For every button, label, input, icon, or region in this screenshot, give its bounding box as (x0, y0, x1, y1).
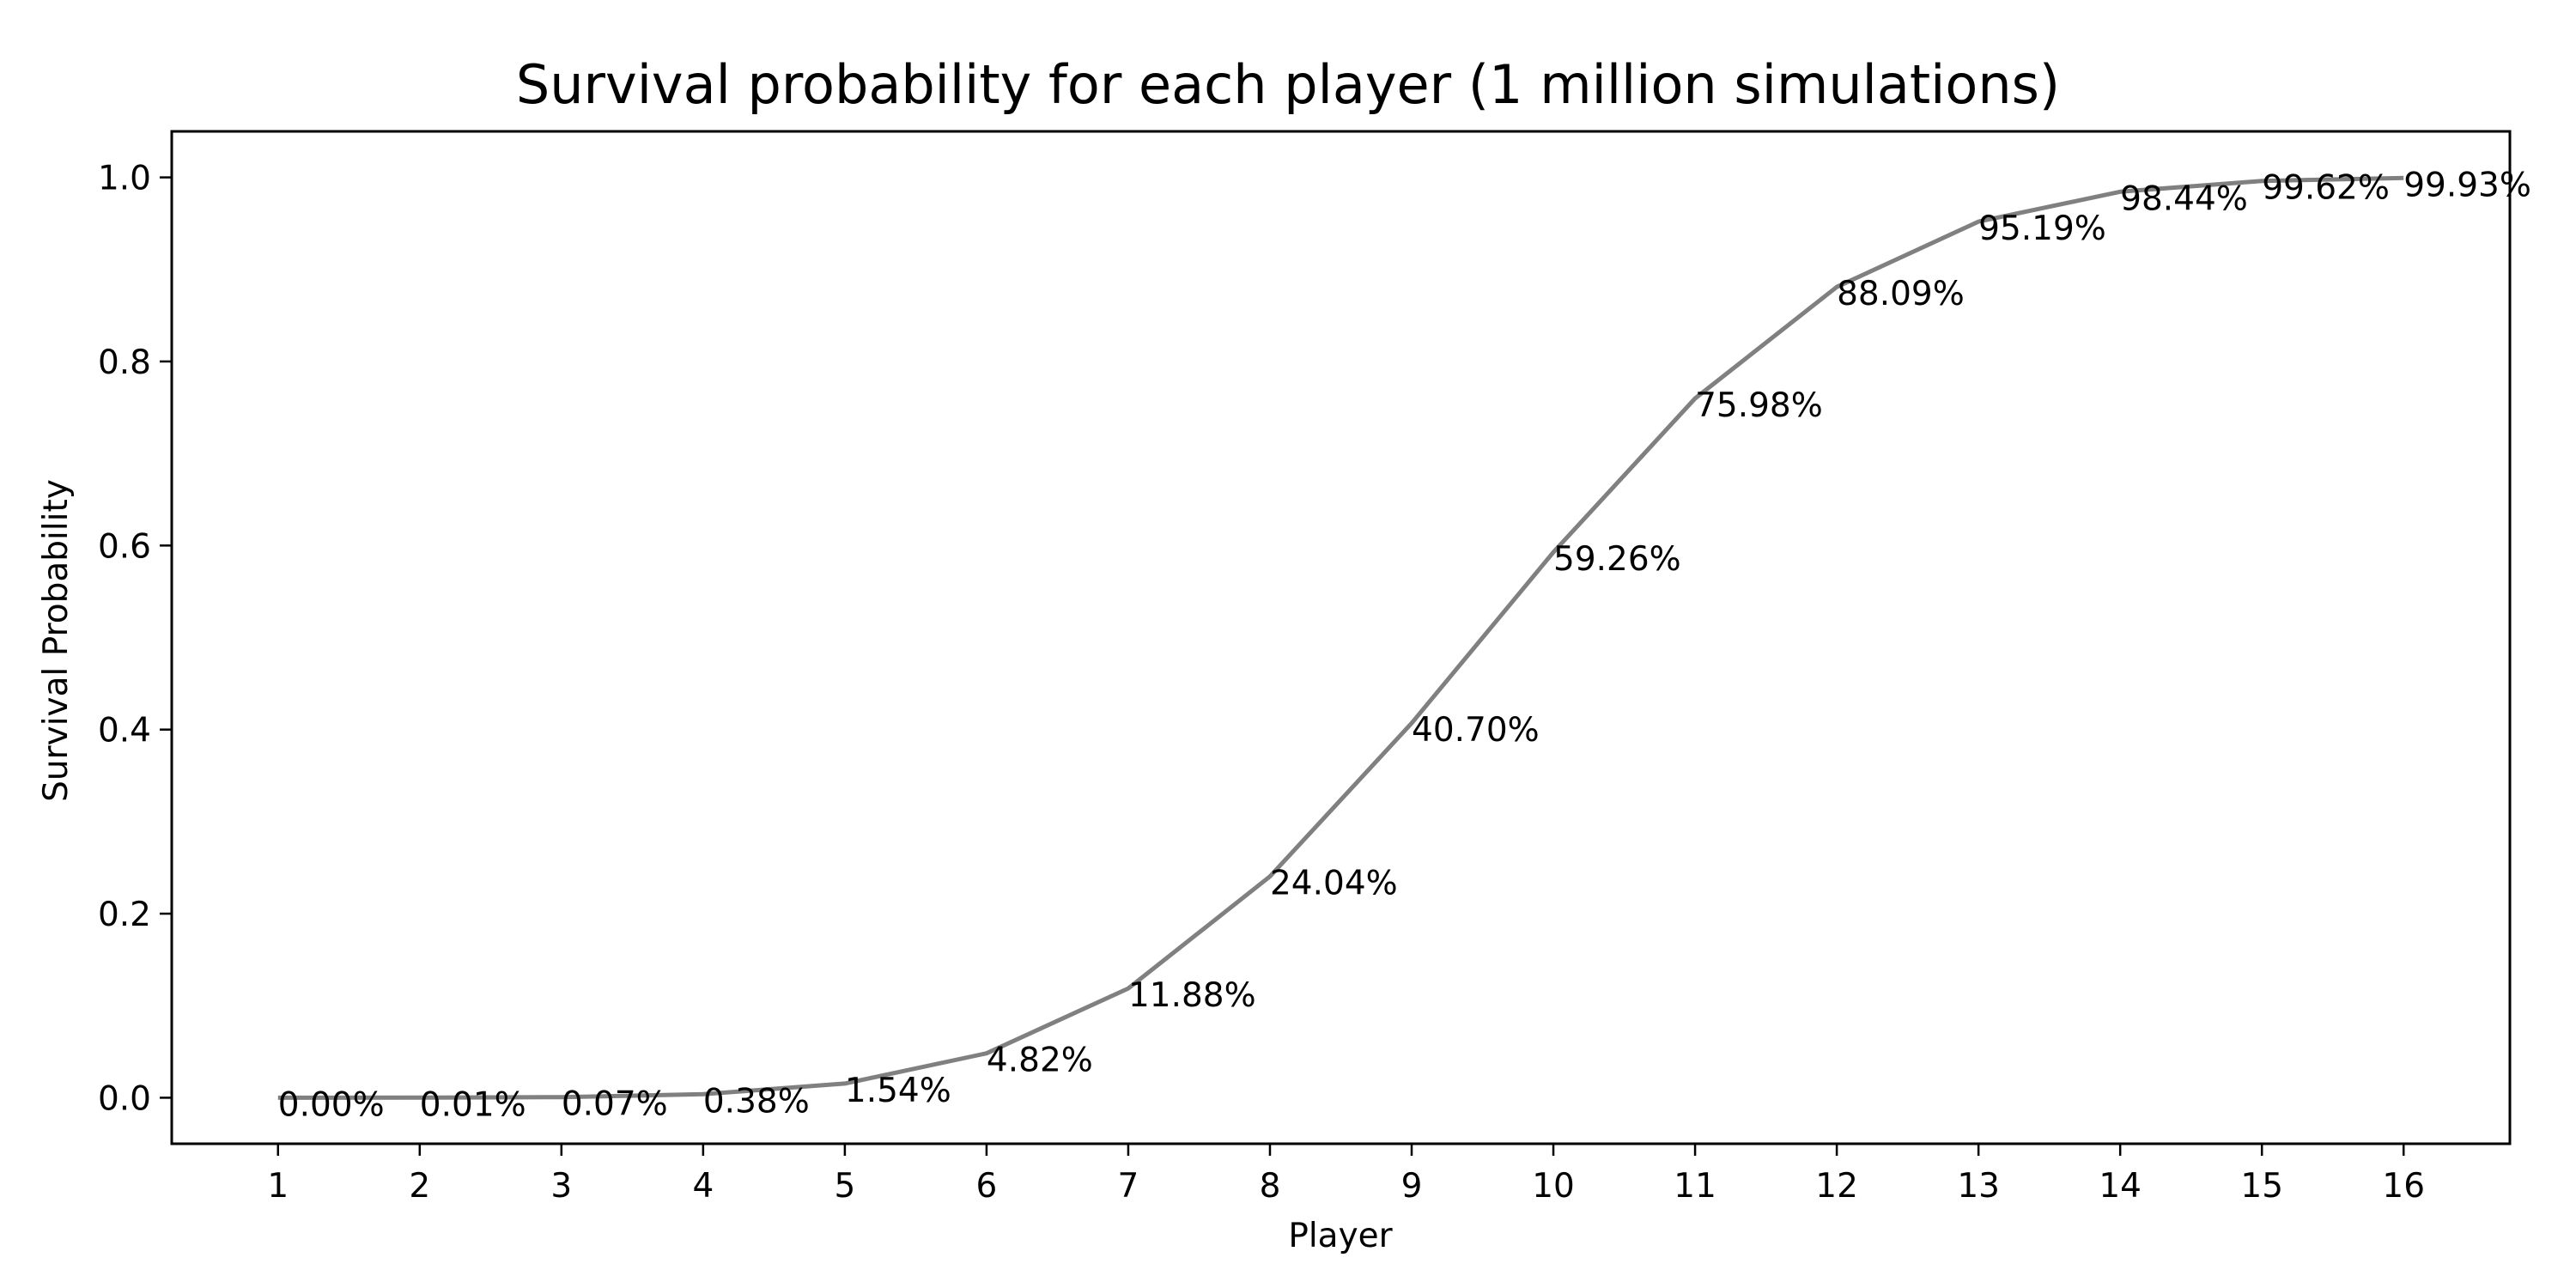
x-tick-label: 6 (976, 1167, 998, 1206)
x-axis-label: Player (1288, 1217, 1393, 1255)
x-tick-label: 2 (409, 1167, 430, 1206)
data-label: 88.09% (1837, 275, 1965, 313)
data-label: 75.98% (1695, 386, 1823, 425)
x-tick-label: 14 (2099, 1167, 2142, 1206)
x-tick-label: 1 (267, 1167, 289, 1206)
x-tick-label: 3 (550, 1167, 572, 1206)
x-tick-label: 13 (1957, 1167, 2000, 1206)
data-labels-layer: 0.00% 0.01% 0.07% 0.38% 1.54% 4.82% 11.88% 24.0… (278, 166, 2531, 1124)
y-axis-label: Survival Probability (37, 479, 76, 802)
data-label: 1.54% (845, 1072, 951, 1110)
y-tick-label: 0.8 (98, 343, 151, 382)
data-label: 0.07% (562, 1085, 668, 1124)
data-label: 59.26% (1553, 540, 1681, 579)
x-tick-label: 7 (1118, 1167, 1139, 1206)
y-tick-label: 1.0 (98, 160, 151, 198)
data-label: 24.04% (1270, 865, 1398, 903)
x-tick-label: 11 (1674, 1167, 1716, 1206)
plot-frame (170, 130, 2512, 1145)
chart-title: Survival probability for each player (1 … (516, 53, 2060, 116)
data-label: 0.00% (278, 1085, 385, 1124)
survival-series-line (277, 175, 2404, 1100)
data-label: 40.70% (1412, 711, 1540, 750)
x-tick-label: 15 (2240, 1167, 2283, 1206)
x-tick-label: 4 (692, 1167, 714, 1206)
series-line-layer (277, 175, 2404, 1100)
x-tick-label: 9 (1401, 1167, 1423, 1206)
axis-ticks: 1 2 3 4 5 6 7 8 9 10 11 12 13 14 15 160.00.20.40.60.81.… (98, 160, 2425, 1206)
x-tick-label: 8 (1260, 1167, 1281, 1206)
data-label: 99.93% (2403, 166, 2531, 204)
x-tick-label: 10 (1532, 1167, 1575, 1206)
data-label: 0.01% (420, 1085, 526, 1124)
data-label: 0.38% (703, 1082, 810, 1121)
data-label: 98.44% (2120, 179, 2248, 218)
data-label: 11.88% (1128, 976, 1256, 1015)
data-label: 4.82% (987, 1042, 1093, 1080)
y-tick-label: 0.0 (98, 1079, 151, 1118)
y-tick-label: 0.6 (98, 527, 151, 566)
data-label: 99.62% (2262, 169, 2390, 208)
y-tick-label: 0.2 (98, 896, 151, 934)
x-tick-label: 12 (1815, 1167, 1858, 1206)
y-tick-label: 0.4 (98, 712, 151, 750)
x-tick-label: 16 (2382, 1167, 2425, 1206)
data-label: 95.19% (1978, 210, 2106, 248)
x-tick-label: 5 (834, 1167, 855, 1206)
